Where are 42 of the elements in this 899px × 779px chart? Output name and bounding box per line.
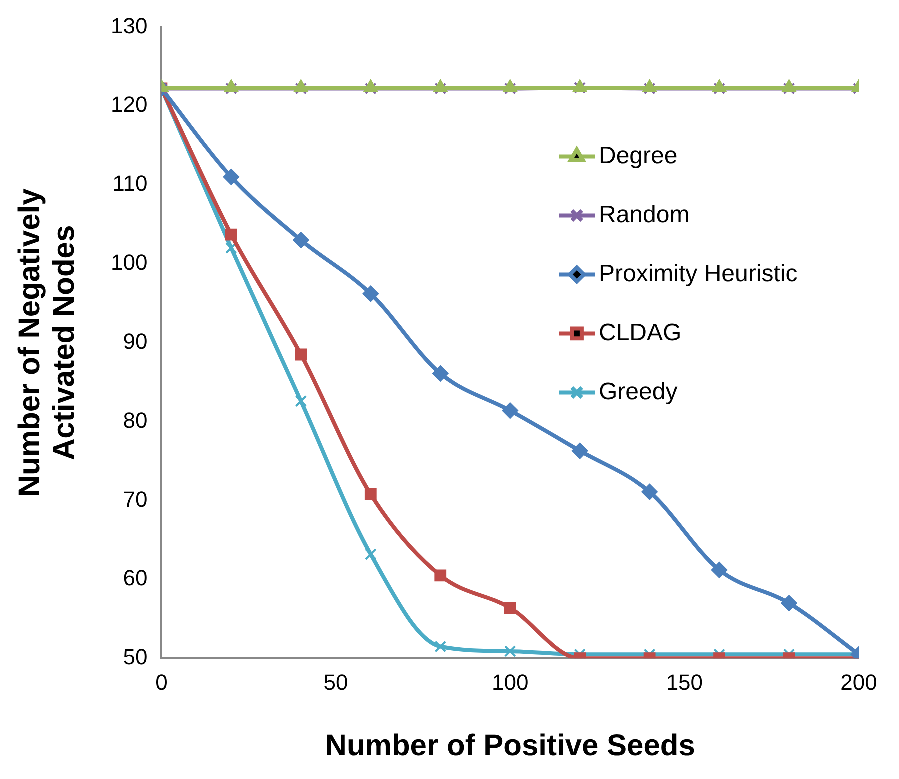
point xyxy=(781,595,798,612)
point xyxy=(364,548,377,560)
y-tick-label: 130 xyxy=(110,13,148,38)
y-tick-label: 70 xyxy=(123,486,148,512)
legend-label: Greedy xyxy=(599,378,678,406)
point xyxy=(295,348,308,361)
point xyxy=(712,562,728,578)
point xyxy=(362,286,379,302)
y-tick-label: 50 xyxy=(123,644,148,670)
x-tick-label: 200 xyxy=(840,670,878,695)
x-tick-label: 100 xyxy=(492,670,529,695)
point xyxy=(783,82,796,95)
point xyxy=(364,488,377,500)
y-tick-label: 80 xyxy=(123,408,148,433)
point xyxy=(432,366,449,382)
point xyxy=(225,228,238,241)
y-tick-label: 110 xyxy=(112,171,148,196)
x-axis-title: Number of Positive Seeds xyxy=(325,729,696,762)
point xyxy=(504,602,516,614)
x-tick-label: 150 xyxy=(666,670,704,695)
y-tick-label: 60 xyxy=(123,566,148,591)
point xyxy=(434,570,447,582)
legend-label: Degree xyxy=(599,142,678,170)
point xyxy=(572,443,588,460)
point xyxy=(642,484,658,500)
point xyxy=(295,395,308,408)
point xyxy=(293,232,310,248)
y-tick-label: 90 xyxy=(123,328,148,354)
y-axis-title: Number of Negatively Activated Nodes xyxy=(14,188,82,498)
y-tick-label: 100 xyxy=(110,250,148,276)
point xyxy=(225,242,238,254)
x-tick-label: 0 xyxy=(156,670,168,695)
x-tick-label: 50 xyxy=(324,670,348,695)
y-tick-label: 120 xyxy=(110,92,148,118)
legend-label: Random xyxy=(599,201,690,228)
point xyxy=(504,646,516,658)
point xyxy=(223,169,240,186)
point xyxy=(502,402,518,419)
legend-label: Proximity Heuristic xyxy=(599,260,798,288)
legend-label: CLDAG xyxy=(599,319,682,346)
point xyxy=(434,640,447,653)
point xyxy=(644,82,656,95)
